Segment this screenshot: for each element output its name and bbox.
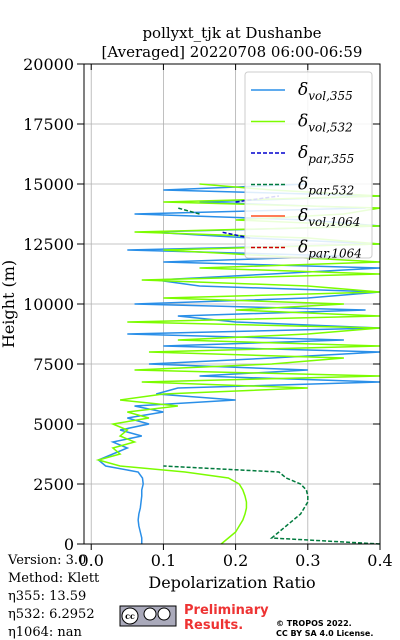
y-tick-label: 12500 — [23, 235, 74, 254]
y-tick-label: 5000 — [33, 415, 74, 434]
y-tick-label: 0 — [64, 535, 74, 554]
x-tick-label: 0.0 — [78, 551, 103, 570]
legend-label: δpar,355 — [298, 143, 354, 166]
preliminary: Preliminary — [184, 603, 269, 618]
y-axis-label: Height (m) — [0, 260, 18, 348]
cc-logo: cc — [119, 605, 177, 627]
x-tick-label: 0.4 — [367, 551, 392, 570]
legend-label: δvol,1064 — [298, 206, 360, 229]
x-tick-label: 0.1 — [151, 551, 176, 570]
plot-frame — [83, 63, 381, 545]
y-tick-label: 15000 — [23, 175, 74, 194]
legend-label: δpar,1064 — [298, 238, 362, 261]
y-tick-label: 2500 — [33, 475, 74, 494]
legend-label: δvol,532 — [298, 112, 353, 135]
y-tick-label: 7500 — [33, 355, 74, 374]
legend-box — [244, 71, 373, 259]
info-text: η532: 6.2952 — [8, 607, 95, 622]
preliminary: Results. — [184, 618, 243, 633]
info-text: η1064: nan — [8, 625, 83, 640]
info-text: η355: 13.59 — [8, 589, 86, 604]
legend-label: δpar,532 — [298, 175, 354, 198]
license: CC BY SA 4.0 License. — [276, 629, 373, 638]
info-text: Version: 3.0 — [7, 553, 86, 568]
info-text: Method: Klett — [8, 571, 100, 586]
license: © TROPOS 2022. — [276, 619, 352, 628]
y-tick-label: 20000 — [23, 55, 74, 74]
chart-subtitle: [Averaged] 20220708 06:00-06:59 — [102, 43, 363, 61]
x-tick-label: 0.3 — [295, 551, 320, 570]
chart-title: pollyxt_tjk at Dushanbe — [142, 24, 321, 42]
x-axis-label: Depolarization Ratio — [148, 573, 315, 592]
y-tick-label: 10000 — [23, 295, 74, 314]
svg-text:cc: cc — [125, 611, 135, 621]
y-tick-label: 17500 — [23, 115, 74, 134]
x-tick-label: 0.2 — [223, 551, 248, 570]
profile-line — [163, 207, 381, 545]
legend: δvol,355 δvol,532 δpar,355 δpar,532 δvol,106… — [244, 71, 373, 261]
legend-label: δvol,355 — [298, 80, 353, 103]
